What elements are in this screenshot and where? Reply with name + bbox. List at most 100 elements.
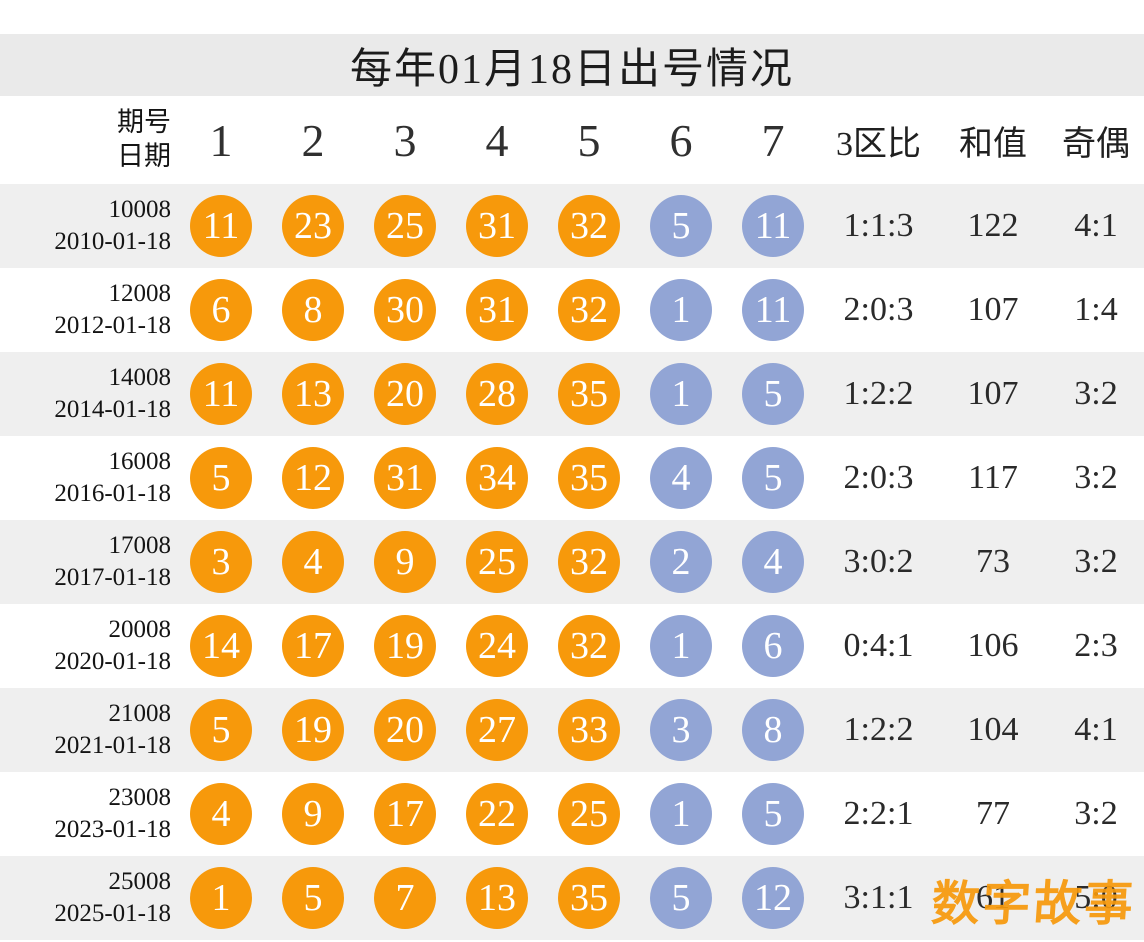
period-date-cell: 21008 2021-01-18 (0, 698, 175, 763)
back-ball-2: 5 (742, 363, 804, 425)
back-ball-1: 4 (650, 447, 712, 509)
front-ball-2: 19 (282, 699, 344, 761)
table-row: 21008 2021-01-18 5 19 20 27 33 3 8 1:2:2… (0, 688, 1144, 772)
ball-cell-1: 6 (175, 279, 267, 341)
period-date-cell: 10008 2010-01-18 (0, 194, 175, 259)
ball-cell-6: 5 (635, 867, 727, 929)
ball-cell-1: 14 (175, 615, 267, 677)
ball-cell-6: 5 (635, 195, 727, 257)
ball-cell-1: 1 (175, 867, 267, 929)
period-date-cell: 14008 2014-01-18 (0, 362, 175, 427)
period-number: 16008 (108, 447, 172, 475)
front-ball-3: 31 (374, 447, 436, 509)
draw-date: 2021-01-18 (54, 732, 171, 759)
front-ball-2: 9 (282, 783, 344, 845)
odd-even-value: 4:1 (1074, 711, 1118, 748)
header-col-6: 6 (669, 114, 693, 166)
period-number: 23008 (108, 783, 172, 811)
draw-date: 2012-01-18 (54, 312, 171, 339)
period-number: 14008 (108, 363, 172, 391)
odd-even-value: 4:1 (1074, 207, 1118, 244)
odd-even-value: 5:0 (1074, 879, 1118, 916)
front-ball-3: 19 (374, 615, 436, 677)
ball-cell-7: 5 (727, 363, 819, 425)
header-col-2: 2 (301, 114, 325, 166)
front-ball-3: 7 (374, 867, 436, 929)
table-row: 14008 2014-01-18 11 13 20 28 35 1 5 1:2:… (0, 352, 1144, 436)
ball-cell-5: 32 (543, 531, 635, 593)
front-ball-3: 9 (374, 531, 436, 593)
back-ball-2: 5 (742, 447, 804, 509)
ball-cell-5: 35 (543, 363, 635, 425)
ball-cell-3: 17 (359, 783, 451, 845)
draw-date: 2010-01-18 (54, 228, 171, 255)
front-ball-4: 27 (466, 699, 528, 761)
ball-cell-4: 13 (451, 867, 543, 929)
front-ball-5: 32 (558, 615, 620, 677)
date-header-label: 日期 (117, 141, 171, 171)
period-date-cell: 17008 2017-01-18 (0, 530, 175, 595)
zone-ratio-value: 1:1:3 (843, 207, 914, 244)
sum-value: 73 (976, 543, 1010, 580)
ball-cell-4: 34 (451, 447, 543, 509)
ball-cell-3: 19 (359, 615, 451, 677)
ball-cell-1: 11 (175, 363, 267, 425)
table-row: 10008 2010-01-18 11 23 25 31 32 5 11 1:1… (0, 184, 1144, 268)
ball-cell-4: 27 (451, 699, 543, 761)
ball-cell-7: 5 (727, 783, 819, 845)
period-date-cell: 23008 2023-01-18 (0, 782, 175, 847)
ball-cell-4: 24 (451, 615, 543, 677)
period-date-cell: 25008 2025-01-18 (0, 866, 175, 931)
front-ball-2: 8 (282, 279, 344, 341)
front-ball-5: 32 (558, 279, 620, 341)
ball-cell-2: 5 (267, 867, 359, 929)
ball-cell-4: 25 (451, 531, 543, 593)
period-header-label: 期号 (117, 107, 171, 138)
draw-date: 2014-01-18 (54, 396, 171, 423)
front-ball-4: 13 (466, 867, 528, 929)
back-ball-1: 1 (650, 279, 712, 341)
ball-cell-6: 4 (635, 447, 727, 509)
period-date-cell: 20008 2020-01-18 (0, 614, 175, 679)
back-ball-2: 8 (742, 699, 804, 761)
sum-value: 107 (967, 291, 1019, 328)
front-ball-2: 23 (282, 195, 344, 257)
header-col-3: 3 (393, 114, 417, 166)
ball-cell-2: 23 (267, 195, 359, 257)
front-ball-1: 5 (190, 447, 252, 509)
front-ball-1: 4 (190, 783, 252, 845)
odd-even-value: 3:2 (1074, 459, 1118, 496)
front-ball-5: 35 (558, 867, 620, 929)
ball-cell-4: 31 (451, 195, 543, 257)
sum-value: 117 (968, 459, 1018, 496)
front-ball-4: 22 (466, 783, 528, 845)
front-ball-5: 35 (558, 447, 620, 509)
period-date-cell: 16008 2016-01-18 (0, 446, 175, 511)
header-col-1: 1 (209, 114, 233, 166)
front-ball-3: 30 (374, 279, 436, 341)
ball-cell-7: 5 (727, 447, 819, 509)
period-date-header: 期号 日期 (0, 106, 175, 174)
front-ball-2: 12 (282, 447, 344, 509)
sum-value: 107 (967, 375, 1019, 412)
ball-cell-5: 33 (543, 699, 635, 761)
ball-cell-2: 12 (267, 447, 359, 509)
sum-value: 104 (967, 711, 1019, 748)
front-ball-2: 5 (282, 867, 344, 929)
ball-cell-4: 31 (451, 279, 543, 341)
ball-cell-6: 1 (635, 783, 727, 845)
zone-ratio-value: 1:2:2 (843, 711, 914, 748)
odd-even-value: 1:4 (1074, 291, 1118, 328)
ball-cell-5: 25 (543, 783, 635, 845)
odd-even-value: 3:2 (1074, 543, 1118, 580)
front-ball-5: 35 (558, 363, 620, 425)
ball-cell-4: 22 (451, 783, 543, 845)
front-ball-2: 4 (282, 531, 344, 593)
zone-ratio-value: 0:4:1 (843, 627, 914, 664)
ball-cell-5: 32 (543, 195, 635, 257)
draw-date: 2023-01-18 (54, 816, 171, 843)
ball-cell-1: 3 (175, 531, 267, 593)
table-header-row: 期号 日期 1 2 3 4 5 6 7 3区比 和值 奇偶 (0, 96, 1144, 184)
front-ball-5: 32 (558, 195, 620, 257)
sum-value: 61 (976, 879, 1010, 916)
